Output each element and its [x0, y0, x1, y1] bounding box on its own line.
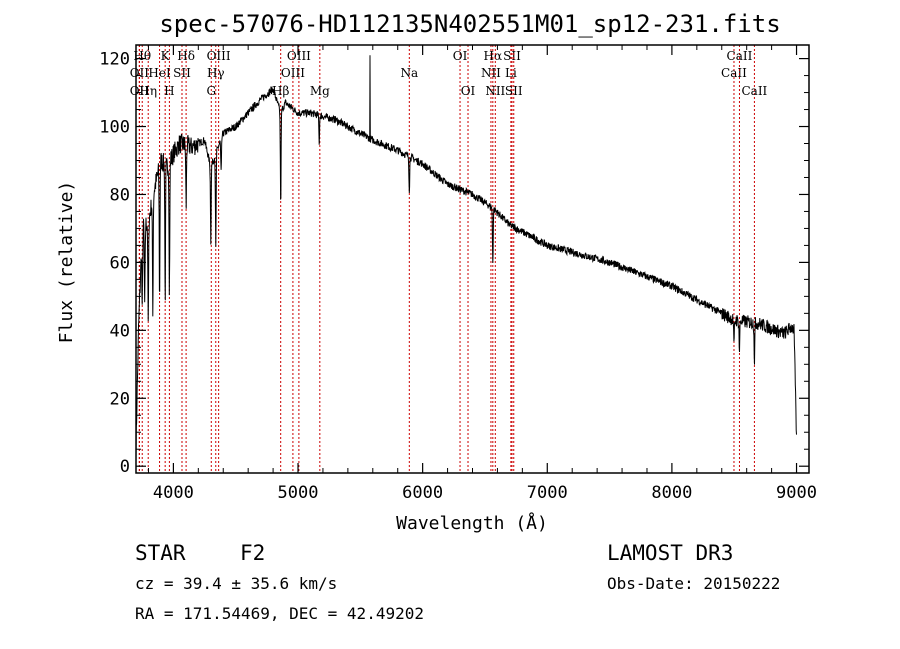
- plot-frame: [135, 44, 810, 474]
- spectral-line-label: SII: [173, 66, 191, 80]
- x-tick-label: 5000: [278, 483, 319, 503]
- chart-title: spec-57076-HD112135N402551M01_sp12-231.f…: [159, 10, 780, 38]
- coordinates: RA = 171.54469, DEC = 42.49202: [135, 604, 424, 623]
- x-axis-ticks: 4000 5000 6000 7000 8000 9000: [147, 45, 817, 503]
- spectral-line-label: Li: [505, 66, 517, 80]
- x-tick-label: 7000: [527, 483, 568, 503]
- spectral-line-label: OI: [453, 49, 468, 63]
- y-tick-label: 60: [110, 253, 130, 273]
- spectral-line-label: HeI: [148, 66, 171, 80]
- spectral-line-label: CaII: [741, 84, 767, 98]
- observation-date: Obs-Date: 20150222: [607, 574, 780, 593]
- spectral-line-label: Na: [400, 66, 418, 80]
- y-axis-label: Flux (relative): [56, 181, 77, 344]
- x-tick-label: 8000: [651, 483, 692, 503]
- spectral-line-label: NII: [485, 84, 505, 98]
- spectral-line-label: Mg: [310, 84, 330, 98]
- y-tick-label: 40: [110, 321, 130, 341]
- spectral-line-label: SII: [505, 84, 523, 98]
- spectral-line-label: Hδ: [177, 49, 195, 63]
- spectral-line-label: H: [164, 84, 174, 98]
- spectral-line-label: K: [161, 49, 171, 63]
- spectral-line-label: OII: [130, 84, 150, 98]
- redshift-cz: cz = 39.4 ± 35.6 km/s: [135, 574, 337, 593]
- spectral-line-label: OIII: [207, 49, 231, 63]
- spectral-line-label: Hβ: [272, 84, 289, 98]
- spectral-line-label: Hα: [484, 49, 503, 63]
- spectral-line-markers: HθOIIOIIHηHeIKHSIIHδGHγOIIIHβOIIIOIIIMgN…: [130, 45, 768, 473]
- y-axis-ticks: 0 20 40 60 80 100 120: [99, 50, 809, 477]
- x-tick-label: 6000: [402, 483, 443, 503]
- y-tick-label: 80: [110, 185, 130, 205]
- spectral-line-label: NII: [481, 66, 501, 80]
- x-axis-label: Wavelength (Å): [396, 512, 548, 534]
- object-subclass: F2: [240, 541, 265, 565]
- y-tick-label: 0: [120, 457, 130, 477]
- x-tick-label: 9000: [776, 483, 817, 503]
- spectral-line-label: Hη: [139, 84, 157, 98]
- survey-name: LAMOST DR3: [607, 541, 733, 565]
- spectral-line-label: G: [206, 84, 216, 98]
- object-class: STAR: [135, 541, 186, 565]
- spectral-line-label: OI: [461, 84, 476, 98]
- spectrum-series: [135, 55, 797, 460]
- x-tick-label: 4000: [153, 483, 194, 503]
- spectrum-line: [135, 55, 797, 460]
- spectral-line-label: SII: [503, 49, 521, 63]
- spectral-line-label: Hγ: [207, 66, 225, 80]
- spectral-line-label: Hθ: [133, 49, 151, 63]
- spectral-line-label: OIII: [287, 49, 311, 63]
- spectral-line-label: OIII: [281, 66, 305, 80]
- spectral-line-label: CaII: [727, 49, 753, 63]
- y-tick-label: 20: [110, 389, 130, 409]
- spectral-line-label: CaII: [721, 66, 747, 80]
- y-tick-label: 120: [99, 50, 130, 70]
- y-tick-label: 100: [99, 118, 130, 138]
